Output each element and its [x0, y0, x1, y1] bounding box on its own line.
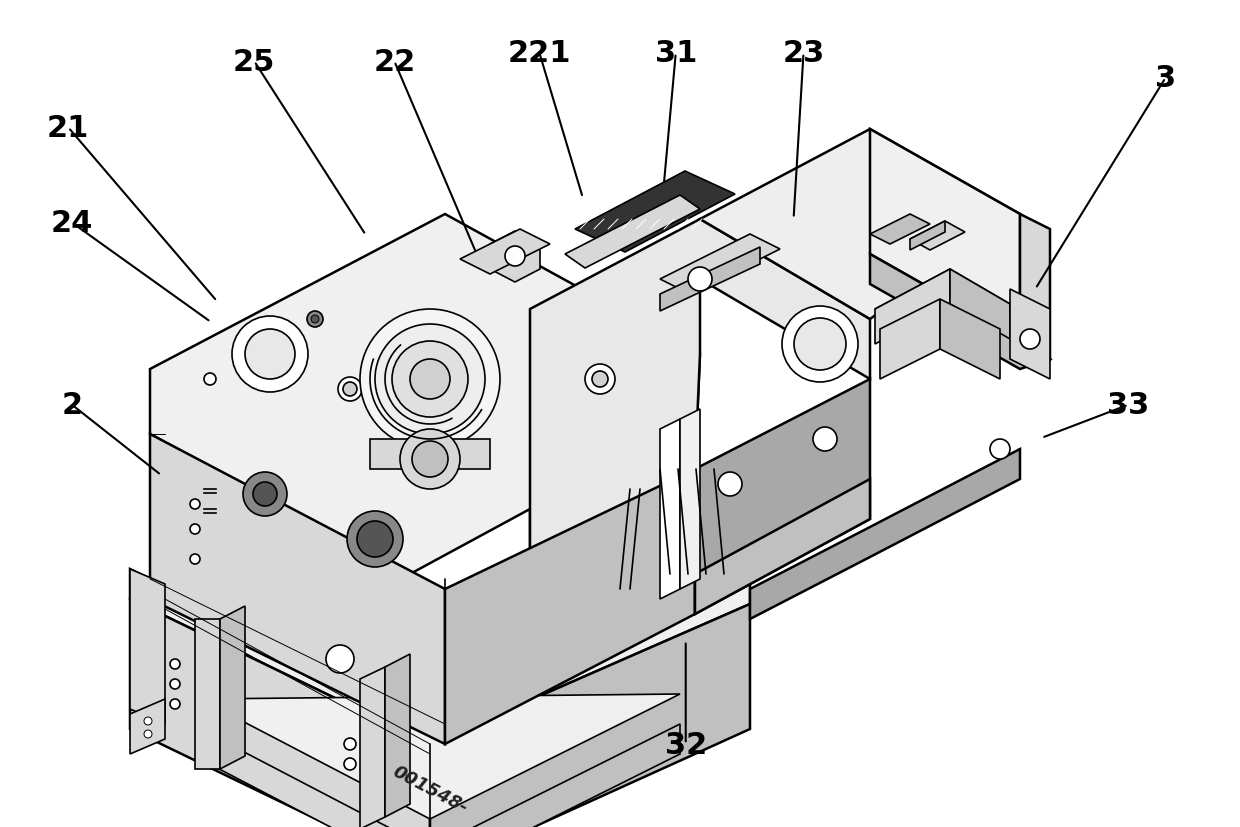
Polygon shape — [565, 196, 701, 269]
Circle shape — [585, 365, 615, 394]
Circle shape — [1021, 330, 1040, 350]
Circle shape — [190, 524, 200, 534]
Polygon shape — [870, 130, 1021, 340]
Circle shape — [347, 511, 403, 567]
Polygon shape — [200, 694, 680, 819]
Polygon shape — [130, 569, 165, 724]
Polygon shape — [875, 270, 950, 345]
Polygon shape — [195, 619, 219, 769]
Polygon shape — [460, 230, 551, 275]
Circle shape — [343, 739, 356, 750]
Circle shape — [190, 500, 200, 509]
Text: 21: 21 — [47, 113, 89, 143]
Polygon shape — [694, 480, 870, 614]
Polygon shape — [680, 409, 701, 590]
Polygon shape — [445, 470, 694, 744]
Circle shape — [205, 374, 216, 385]
Circle shape — [246, 330, 295, 380]
Text: 33: 33 — [1107, 390, 1149, 420]
Circle shape — [144, 717, 153, 725]
Polygon shape — [870, 215, 930, 245]
Circle shape — [813, 428, 837, 452]
Polygon shape — [430, 724, 680, 827]
Text: 22: 22 — [373, 47, 415, 77]
Circle shape — [360, 309, 500, 449]
Circle shape — [326, 645, 353, 673]
Polygon shape — [870, 255, 1050, 370]
Circle shape — [253, 482, 277, 506]
Text: 24: 24 — [51, 208, 93, 238]
Text: 32: 32 — [665, 729, 707, 759]
Polygon shape — [360, 667, 384, 827]
Polygon shape — [694, 380, 870, 614]
Circle shape — [392, 342, 467, 418]
Circle shape — [311, 316, 319, 323]
Polygon shape — [130, 600, 430, 827]
Polygon shape — [750, 449, 1021, 619]
Polygon shape — [1021, 215, 1050, 360]
Circle shape — [339, 378, 362, 402]
Polygon shape — [150, 215, 701, 574]
Polygon shape — [660, 419, 680, 600]
Polygon shape — [130, 699, 165, 754]
Polygon shape — [875, 270, 1011, 345]
Circle shape — [990, 439, 1011, 460]
Polygon shape — [940, 299, 999, 380]
Polygon shape — [529, 220, 870, 564]
Polygon shape — [130, 569, 750, 744]
Circle shape — [401, 429, 460, 490]
Polygon shape — [200, 729, 430, 827]
Circle shape — [782, 307, 858, 383]
Circle shape — [374, 325, 485, 434]
Circle shape — [144, 730, 153, 739]
Circle shape — [505, 246, 525, 266]
Circle shape — [308, 312, 322, 327]
Text: 001548-: 001548- — [389, 762, 471, 816]
Polygon shape — [910, 222, 965, 251]
Circle shape — [412, 442, 448, 477]
Polygon shape — [150, 434, 445, 744]
Circle shape — [688, 268, 712, 292]
Polygon shape — [701, 130, 1021, 319]
Text: 23: 23 — [782, 39, 825, 69]
Circle shape — [357, 521, 393, 557]
Circle shape — [170, 699, 180, 709]
Text: 221: 221 — [507, 39, 572, 69]
Polygon shape — [370, 439, 490, 470]
Text: 25: 25 — [233, 47, 275, 77]
Circle shape — [591, 371, 608, 388]
Polygon shape — [660, 235, 780, 294]
Polygon shape — [430, 605, 750, 827]
Polygon shape — [660, 248, 760, 312]
Text: 31: 31 — [655, 39, 697, 69]
Circle shape — [243, 472, 286, 516]
Text: 2: 2 — [61, 390, 83, 420]
Circle shape — [343, 383, 357, 396]
Circle shape — [170, 659, 180, 669]
Circle shape — [343, 758, 356, 770]
Polygon shape — [575, 172, 735, 253]
Circle shape — [718, 472, 742, 496]
Circle shape — [232, 317, 308, 393]
Polygon shape — [950, 270, 1011, 340]
Circle shape — [410, 360, 450, 399]
Polygon shape — [384, 654, 410, 817]
Circle shape — [170, 679, 180, 689]
Polygon shape — [490, 232, 539, 283]
Polygon shape — [1011, 289, 1050, 380]
Circle shape — [794, 318, 846, 370]
Polygon shape — [910, 222, 945, 251]
Text: 3: 3 — [1154, 64, 1177, 93]
Polygon shape — [880, 299, 940, 380]
Polygon shape — [219, 606, 246, 769]
Circle shape — [190, 554, 200, 564]
